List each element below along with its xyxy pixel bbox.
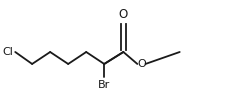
Text: Br: Br [98,80,110,90]
Text: O: O [137,59,146,69]
Text: O: O [119,8,128,21]
Text: Cl: Cl [2,47,13,57]
